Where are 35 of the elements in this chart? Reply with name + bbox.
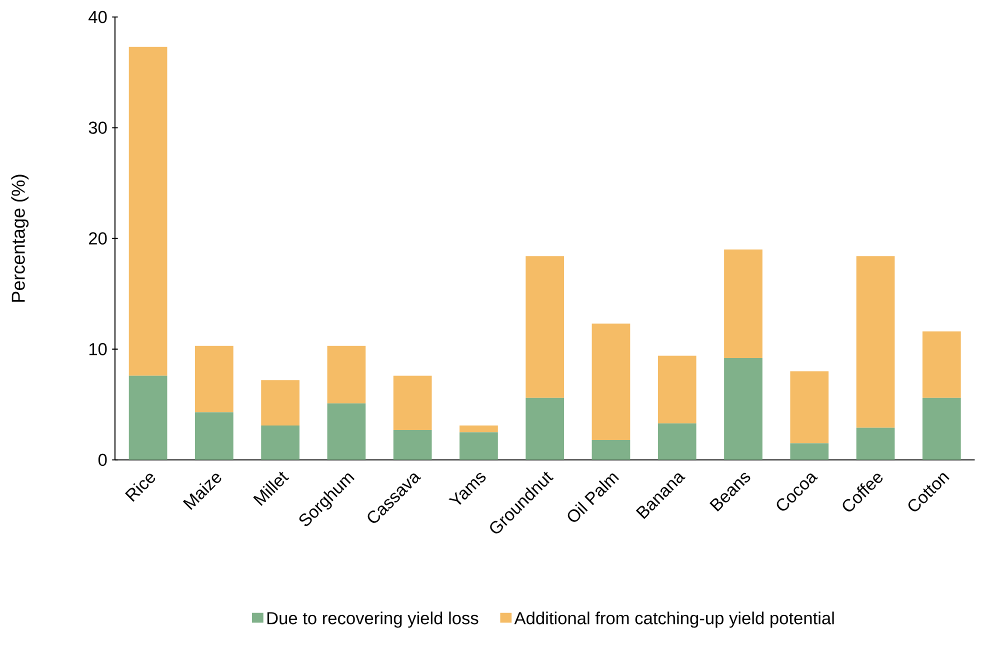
bar <box>327 346 366 404</box>
bar <box>128 376 168 460</box>
bar <box>922 332 961 398</box>
bar <box>393 376 432 430</box>
bar <box>194 346 234 412</box>
bar <box>856 428 895 460</box>
bar <box>460 432 498 460</box>
legend-label: Due to recovering yield loss <box>267 612 478 628</box>
y-tick-label: 10 <box>89 343 107 356</box>
y-tick-label: 40 <box>88 10 107 24</box>
bar <box>194 412 234 460</box>
bar <box>592 440 630 460</box>
bar <box>856 256 895 428</box>
bar <box>460 426 498 432</box>
legend-label: Additional from catching-up yield potential <box>514 612 834 628</box>
y-axis-title: Percentage (%) <box>11 174 29 302</box>
bar <box>261 426 300 460</box>
bar <box>658 423 696 460</box>
y-tick-label: 0 <box>98 454 107 466</box>
bar <box>526 256 564 398</box>
bar <box>393 430 432 460</box>
bar <box>261 380 300 426</box>
bar <box>724 250 762 358</box>
y-tick-label: 20 <box>89 232 107 245</box>
x-tick-label: Rice <box>124 474 156 502</box>
bar <box>526 398 564 460</box>
bar <box>658 356 696 424</box>
bar <box>724 358 762 460</box>
bar <box>790 443 829 460</box>
bar <box>592 324 630 440</box>
bar <box>128 46 168 376</box>
bar <box>922 398 961 460</box>
y-tick-label: 30 <box>88 122 107 134</box>
bar <box>790 371 829 444</box>
bar <box>327 403 366 460</box>
